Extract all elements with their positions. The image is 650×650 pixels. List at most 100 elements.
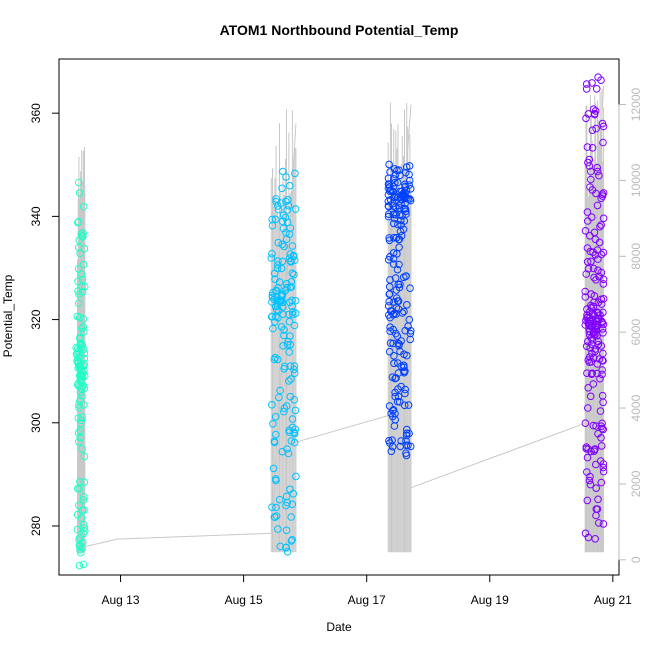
data-point xyxy=(599,356,607,365)
data-point xyxy=(595,519,603,527)
data-point xyxy=(79,260,88,269)
data-point xyxy=(76,249,84,258)
data-point xyxy=(76,342,85,350)
data-point xyxy=(402,451,411,460)
data-point xyxy=(403,429,411,438)
data-point xyxy=(290,256,299,265)
data-point xyxy=(587,213,596,221)
data-point xyxy=(391,392,400,401)
x-tick-label: Aug 19 xyxy=(471,593,509,607)
y-tick-label: 300 xyxy=(29,412,43,432)
data-point xyxy=(274,205,283,214)
data-point xyxy=(268,298,276,306)
series-group xyxy=(72,178,89,570)
data-point xyxy=(599,425,608,434)
data-point xyxy=(282,526,291,535)
series-group xyxy=(267,167,300,556)
data-point xyxy=(78,445,86,453)
altitude-transect xyxy=(410,422,586,489)
data-point xyxy=(282,173,290,181)
data-point xyxy=(275,306,283,315)
data-point xyxy=(74,299,83,308)
data-point xyxy=(289,308,297,316)
data-point xyxy=(276,386,285,395)
data-point xyxy=(385,402,394,410)
data-point xyxy=(80,452,89,461)
data-point xyxy=(395,283,404,292)
data-point xyxy=(76,339,85,347)
data-point xyxy=(401,180,409,189)
data-point xyxy=(78,340,86,349)
data-point xyxy=(274,202,282,210)
data-point xyxy=(593,201,602,210)
data-point xyxy=(589,105,598,113)
data-point xyxy=(390,352,398,360)
data-point xyxy=(288,302,296,311)
data-point xyxy=(290,396,299,404)
data-point xyxy=(590,228,599,237)
x-axis-label: Date xyxy=(326,620,352,634)
data-point xyxy=(392,233,401,242)
data-point xyxy=(274,257,282,265)
data-point xyxy=(582,444,591,453)
altitude-transect xyxy=(387,104,412,416)
data-point xyxy=(275,278,284,286)
data-point xyxy=(581,293,590,301)
data-point xyxy=(598,370,606,379)
data-point xyxy=(283,547,292,556)
data-point xyxy=(592,460,600,469)
data-point xyxy=(599,280,608,288)
data-point xyxy=(76,362,84,371)
data-point xyxy=(394,369,403,377)
data-point xyxy=(582,342,591,351)
data-point xyxy=(79,560,88,569)
data-point xyxy=(384,210,393,218)
data-point xyxy=(390,359,398,368)
data-point xyxy=(284,337,293,346)
data-point xyxy=(271,413,280,421)
data-point xyxy=(405,181,414,189)
data-point xyxy=(593,308,602,317)
data-point xyxy=(76,546,84,554)
data-point xyxy=(278,303,287,311)
data-point xyxy=(404,401,413,409)
data-point xyxy=(74,243,83,252)
data-point xyxy=(589,328,598,337)
altitude-transect xyxy=(117,532,272,540)
y2-tick-label: 10000 xyxy=(629,163,643,197)
data-point xyxy=(73,525,82,534)
data-point xyxy=(274,238,283,247)
data-point xyxy=(273,293,282,301)
data-point xyxy=(585,476,594,485)
data-point xyxy=(590,327,598,336)
data-point xyxy=(581,529,590,538)
data-point xyxy=(78,324,86,333)
data-point xyxy=(599,467,608,476)
data-point xyxy=(75,438,83,446)
data-point xyxy=(384,180,393,188)
data-point xyxy=(596,222,604,231)
data-point xyxy=(390,193,399,202)
data-point xyxy=(389,249,398,257)
data-point xyxy=(76,433,85,442)
data-point xyxy=(583,496,592,505)
data-point xyxy=(274,525,282,533)
data-point xyxy=(285,310,293,319)
data-point xyxy=(272,476,280,485)
data-point xyxy=(588,126,597,134)
data-point xyxy=(586,319,594,328)
data-point xyxy=(582,114,590,123)
data-point xyxy=(592,124,600,133)
y-tick-label: 320 xyxy=(29,309,43,329)
data-point xyxy=(587,175,595,184)
data-point xyxy=(79,323,87,331)
data-point xyxy=(79,520,88,529)
data-point xyxy=(78,392,86,400)
data-point xyxy=(396,280,404,289)
data-point xyxy=(287,437,296,445)
data-point xyxy=(583,453,592,462)
data-point xyxy=(393,178,402,187)
data-point xyxy=(80,384,89,393)
data-point xyxy=(75,290,83,299)
data-point xyxy=(75,561,84,570)
